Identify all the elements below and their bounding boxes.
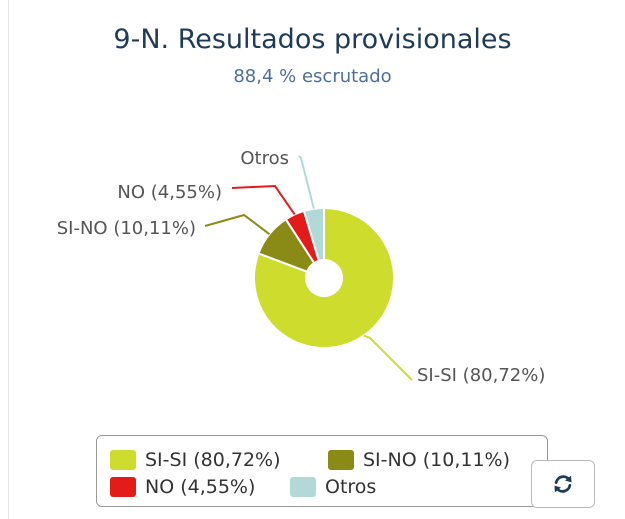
legend-label: NO (4,55%) (145, 476, 256, 498)
pie-slice-si-si[interactable] (253, 206, 395, 349)
legend-item-si-no[interactable]: SI-NO (10,11%) (328, 448, 510, 472)
connector-si-no (204, 213, 271, 235)
legend-item-no[interactable]: NO (4,55%) (110, 475, 255, 499)
legend-label: SI-NO (10,11%) (363, 449, 510, 471)
legend-swatch (110, 450, 136, 470)
legend-item-otros[interactable]: Otros (290, 475, 376, 499)
chart-title: 9-N. Resultados provisionales (113, 24, 512, 55)
connector-si-si (363, 334, 413, 381)
data-label-no: NO (4,55%) (117, 182, 222, 203)
legend-swatch (290, 477, 316, 497)
legend-swatch (110, 477, 136, 497)
data-label-si-no: SI-NO (10,11%) (57, 218, 196, 239)
pie-slice-otros[interactable] (302, 206, 325, 262)
connector-no (231, 184, 296, 216)
refresh-button[interactable] (531, 460, 595, 508)
data-label-si-si: SI-SI (80,72%) (417, 365, 545, 386)
legend-item-si-si[interactable]: SI-SI (80,72%) (110, 448, 281, 472)
legend-swatch (328, 450, 354, 470)
legend-label: Otros (325, 476, 377, 498)
connector-otros (298, 155, 315, 209)
data-label-otros: Otros (240, 148, 289, 169)
panel-border (8, 0, 9, 519)
legend-label: SI-SI (80,72%) (145, 449, 281, 471)
chart-subtitle: 88,4 % escrutado (233, 66, 392, 87)
chart-legend: SI-SI (80,72%) SI-NO (10,11%) NO (4,55%) Ot… (96, 435, 548, 507)
refresh-icon (554, 475, 572, 493)
